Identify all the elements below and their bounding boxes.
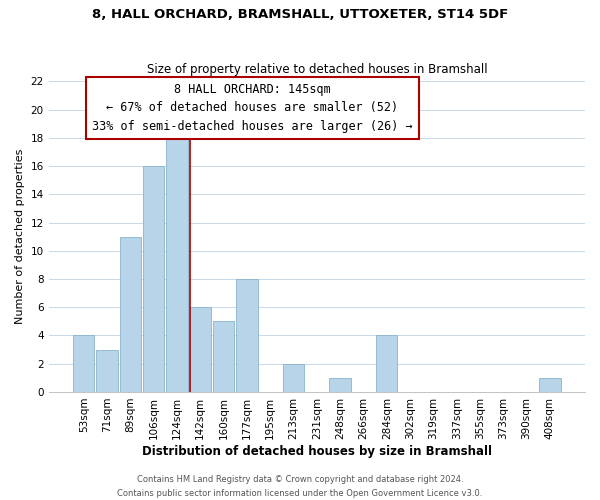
Bar (97, 350, 118, 392)
Text: Contains HM Land Registry data © Crown copyright and database right 2024.
Contai: Contains HM Land Registry data © Crown c… (118, 476, 482, 498)
Y-axis label: Number of detached properties: Number of detached properties (15, 149, 25, 324)
Bar (539, 378, 560, 392)
Bar (119, 236, 141, 392)
Text: 8, HALL ORCHARD, BRAMSHALL, UTTOXETER, ST14 5DF: 8, HALL ORCHARD, BRAMSHALL, UTTOXETER, S… (92, 8, 508, 20)
Bar (283, 364, 304, 392)
X-axis label: Distribution of detached houses by size in Bramshall: Distribution of detached houses by size … (142, 444, 492, 458)
Bar (236, 279, 257, 392)
Bar (166, 138, 188, 392)
Bar (376, 336, 397, 392)
Bar (329, 378, 351, 392)
Bar (213, 322, 235, 392)
Text: 8 HALL ORCHARD: 145sqm
← 67% of detached houses are smaller (52)
33% of semi-det: 8 HALL ORCHARD: 145sqm ← 67% of detached… (92, 83, 413, 133)
Title: Size of property relative to detached houses in Bramshall: Size of property relative to detached ho… (146, 63, 487, 76)
Bar (143, 166, 164, 392)
Bar (73, 336, 94, 392)
Bar (190, 307, 211, 392)
